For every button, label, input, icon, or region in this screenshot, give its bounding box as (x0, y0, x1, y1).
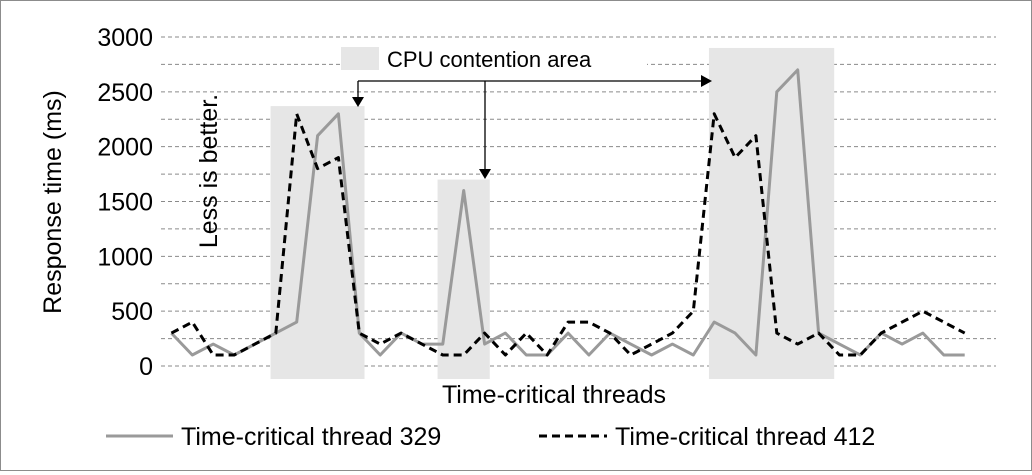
annotation-arrows (352, 75, 712, 179)
y-tick-label: 0 (139, 353, 153, 381)
arrow-head (701, 75, 712, 87)
y-tick-label: 2000 (97, 134, 153, 162)
series-line-329 (170, 68, 965, 357)
arrow-head (352, 97, 364, 107)
contention-region (270, 106, 365, 379)
y-tick-labels: 0 500 1000 1500 2000 2500 3000 (97, 24, 153, 381)
grid-lines (161, 36, 996, 367)
y-tick-label: 500 (111, 298, 153, 326)
less-is-better-note: Less is better. (195, 94, 223, 248)
contention-region (708, 47, 835, 379)
arrow-head (479, 169, 491, 179)
y-tick-label: 3000 (97, 24, 153, 52)
contention-label: CPU contention area (387, 47, 592, 72)
series-line-412 (170, 112, 966, 357)
y-tick-label: 2500 (97, 79, 153, 107)
contention-regions (270, 47, 835, 379)
y-tick-label: 1500 (97, 189, 153, 217)
legend-label-329: Time-critical thread 329 (181, 423, 441, 451)
y-axis-title: Response time (ms) (39, 90, 67, 314)
contention-label-box (340, 45, 647, 71)
y-tick-label: 1000 (97, 243, 153, 271)
series-lines (170, 68, 966, 357)
contention-legend-swatch (341, 47, 379, 70)
legend-label-412: Time-critical thread 412 (615, 423, 875, 451)
x-axis-title: Time-critical threads (442, 381, 666, 409)
contention-region (437, 179, 490, 379)
